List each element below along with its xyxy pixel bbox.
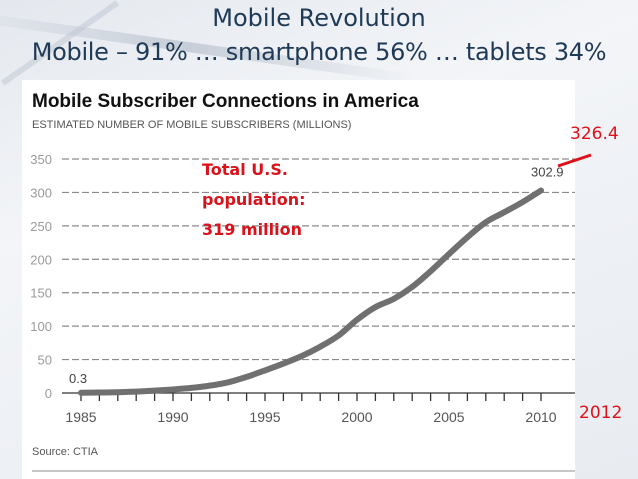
chart-title: Mobile Subscriber Connections in America	[32, 91, 419, 112]
x-tick-label: 2000	[341, 409, 372, 425]
chart-panel: Mobile Subscriber Connections in America…	[22, 80, 575, 479]
population-line-3: 319 million	[202, 220, 302, 239]
data-labels: 0.3 302.9	[69, 164, 564, 385]
population-line-2: population:	[202, 190, 305, 209]
chart-source: Source: CTIA	[32, 446, 99, 458]
data-label: 302.9	[531, 164, 564, 179]
projected-value-label: 326.4	[570, 124, 619, 144]
line-chart: Mobile Subscriber Connections in America…	[30, 91, 575, 472]
y-tick-label: 50	[38, 353, 52, 368]
population-line-1: Total U.S.	[202, 160, 288, 179]
x-tick-label: 1985	[65, 409, 96, 425]
data-label: 0.3	[69, 371, 87, 386]
x-tick-labels: 1985 1990 1995 2000 2005 2010	[65, 409, 556, 425]
series	[78, 187, 544, 396]
y-tick-label: 350	[30, 152, 52, 167]
gridlines	[62, 158, 575, 361]
y-tick-label: 200	[30, 252, 52, 267]
y-tick-label: 300	[30, 185, 52, 200]
x-tick-label: 2010	[525, 409, 556, 425]
y-tick-label: 250	[30, 219, 52, 234]
y-tick-label: 100	[30, 319, 52, 334]
chart-subtitle: ESTIMATED NUMBER OF MOBILE SUBSCRIBERS (…	[32, 119, 351, 131]
x-tick-label: 1995	[249, 409, 280, 425]
y-tick-label: 0	[45, 386, 52, 401]
slide-title: Mobile Revolution	[212, 4, 426, 32]
series-line	[78, 187, 544, 396]
population-annotation: Total U.S. population: 319 million	[202, 160, 305, 239]
y-axis: 0 50 100 150 200 250 300 350	[30, 152, 52, 401]
y-tick-label: 150	[30, 286, 52, 301]
x-tick-label: 2005	[433, 409, 464, 425]
projected-year-label: 2012	[579, 403, 622, 423]
x-tick-label: 1990	[157, 409, 188, 425]
slide-subtitle: Mobile – 91% … smartphone 56% … tablets …	[31, 38, 607, 66]
